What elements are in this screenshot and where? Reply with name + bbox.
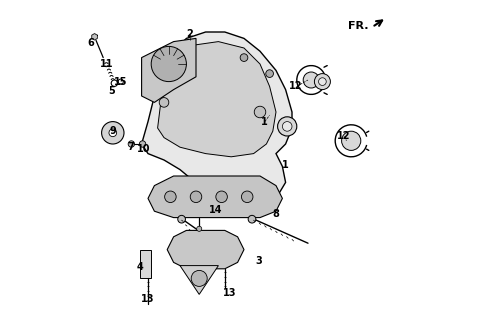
Text: 2: 2 (186, 28, 193, 39)
Text: 6: 6 (87, 38, 94, 48)
Circle shape (164, 191, 176, 203)
Text: 11: 11 (100, 59, 113, 69)
Circle shape (190, 191, 202, 203)
Polygon shape (142, 32, 292, 211)
Circle shape (303, 72, 319, 88)
Text: 10: 10 (137, 144, 150, 154)
Circle shape (92, 34, 97, 39)
Text: 4: 4 (137, 262, 143, 272)
Text: 12: 12 (336, 131, 350, 141)
Polygon shape (148, 176, 283, 218)
Circle shape (240, 54, 248, 61)
Circle shape (216, 191, 227, 203)
Circle shape (191, 270, 207, 286)
Polygon shape (142, 38, 196, 102)
Text: 15: 15 (114, 76, 127, 87)
Text: 14: 14 (208, 204, 222, 215)
Circle shape (102, 122, 124, 144)
Circle shape (178, 215, 185, 223)
Text: 3: 3 (255, 256, 262, 266)
Text: 5: 5 (108, 86, 115, 96)
Text: 7: 7 (127, 142, 134, 152)
Circle shape (278, 117, 297, 136)
Text: FR.: FR. (348, 20, 369, 31)
Polygon shape (158, 42, 276, 157)
Circle shape (242, 191, 253, 203)
Circle shape (248, 215, 256, 223)
Polygon shape (167, 230, 244, 269)
Circle shape (266, 70, 273, 77)
Circle shape (283, 122, 292, 131)
Text: 1: 1 (262, 116, 268, 127)
Text: 9: 9 (109, 126, 116, 136)
Text: 12: 12 (288, 81, 302, 92)
Text: 13: 13 (141, 294, 155, 304)
Circle shape (319, 78, 326, 85)
Text: 13: 13 (223, 288, 236, 298)
Circle shape (140, 141, 146, 147)
Circle shape (128, 141, 135, 147)
Circle shape (159, 98, 169, 107)
Polygon shape (140, 250, 151, 278)
Text: 1: 1 (282, 160, 289, 170)
Polygon shape (92, 34, 97, 40)
Text: 8: 8 (273, 209, 280, 220)
Circle shape (342, 131, 361, 150)
Circle shape (254, 106, 266, 118)
Circle shape (197, 226, 202, 231)
Circle shape (109, 129, 117, 137)
Polygon shape (180, 266, 219, 294)
Circle shape (314, 74, 330, 90)
Circle shape (151, 46, 186, 82)
